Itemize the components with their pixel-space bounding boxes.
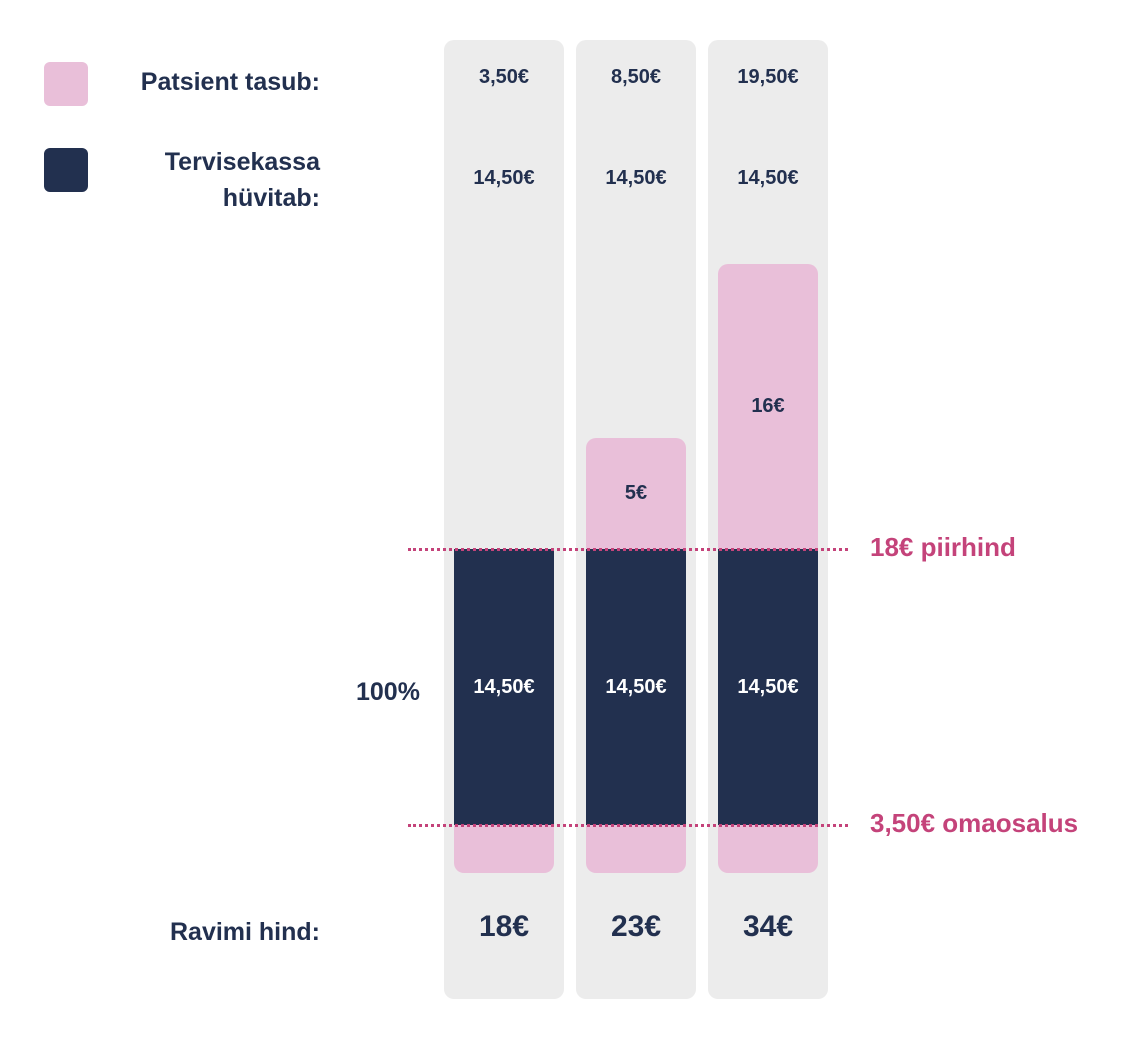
price: 18€ (478, 910, 530, 943)
fund-reimburses: 14,50€ (473, 167, 535, 189)
legend-swatch-patient (44, 62, 88, 106)
legend-swatch-fund (44, 148, 88, 192)
covered-segment: 14,50€ (454, 549, 554, 825)
extra-segment: 5€ (586, 438, 686, 549)
price: 23€ (610, 910, 662, 943)
fund-reimburses: 14,50€ (737, 167, 799, 189)
copay-label: 3,50€ omaosalus (870, 808, 1079, 838)
column: 3,50€ 14,50€ 14,50€ 18€ (444, 40, 564, 999)
extra-segment: 16€ (718, 264, 818, 549)
patient-pays: 3,50€ (478, 66, 530, 88)
patient-pays: 8,50€ (610, 66, 662, 88)
covered-segment: 14,50€ (586, 549, 686, 825)
covered-segment: 14,50€ (718, 549, 818, 825)
column: 19,50€ 14,50€ 16€ 14,50€ 34€ (708, 40, 828, 999)
price: 34€ (742, 910, 794, 943)
copay-line (408, 824, 848, 827)
side-label: 100% (356, 678, 420, 706)
copay-segment (718, 825, 818, 873)
threshold-label: 18€ piirhind (870, 532, 1016, 562)
legend-label: Patsient tasub: (140, 68, 320, 96)
threshold-line (408, 548, 848, 551)
column: 8,50€ 14,50€ 5€ 14,50€ 23€ (576, 40, 696, 999)
fund-reimburses: 14,50€ (605, 167, 667, 189)
patient-pays: 19,50€ (737, 66, 799, 88)
price-label: Ravimi hind: (169, 918, 320, 946)
copay-segment (586, 825, 686, 873)
copay-segment (454, 825, 554, 873)
legend-label: Tervisekassa hüvitab: (164, 148, 320, 212)
